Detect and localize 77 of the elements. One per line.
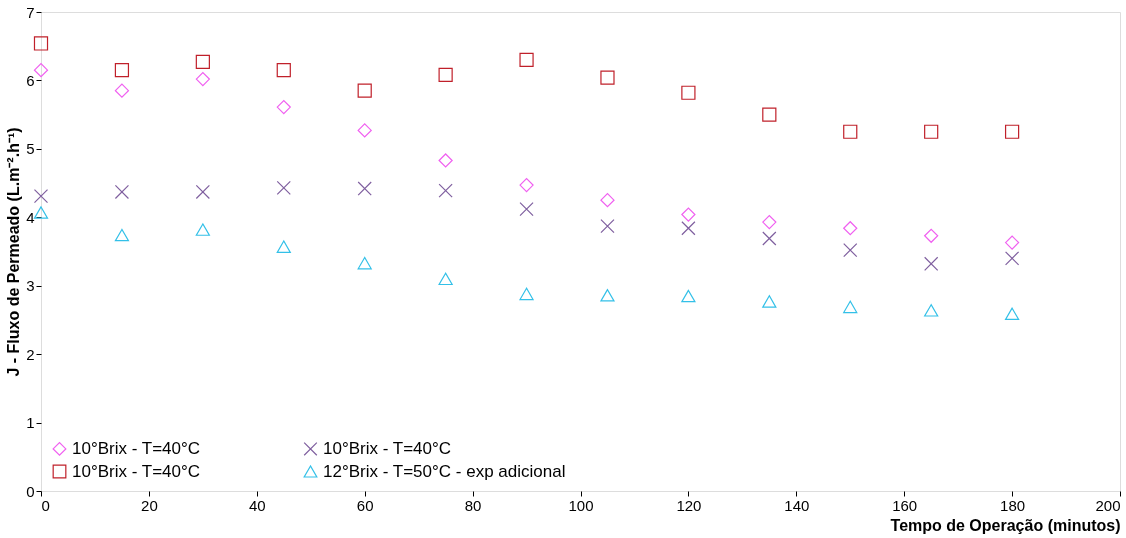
point (195, 71, 210, 87)
x-tick-label: 0 (41, 496, 50, 514)
point (114, 63, 130, 78)
point (114, 184, 130, 200)
point (519, 287, 534, 301)
point (762, 214, 777, 230)
y-tick-label: 1 (26, 414, 35, 432)
x-axis-title: Tempo de Operação (minutos) (890, 516, 1121, 534)
y-tick-label: 5 (26, 140, 35, 158)
point (1004, 251, 1020, 266)
point (1004, 124, 1020, 139)
point (681, 289, 696, 303)
point (762, 295, 777, 308)
x-tick-label: 200 (1095, 496, 1121, 514)
y-tick-label: 7 (26, 3, 35, 21)
point (438, 153, 453, 168)
point (114, 228, 130, 242)
point (276, 240, 291, 253)
point (843, 221, 858, 236)
point (195, 184, 210, 200)
point (519, 52, 534, 68)
legend-label: 10°Brix - T=40°C (72, 461, 201, 481)
point (762, 231, 777, 246)
point (357, 83, 372, 98)
point (924, 124, 939, 139)
point (195, 223, 210, 236)
x-tick-label: 120 (676, 496, 702, 514)
point (33, 188, 49, 204)
point (357, 256, 372, 270)
x-tick-label: 160 (892, 496, 918, 514)
y-tick-label: 4 (26, 208, 35, 226)
point (519, 178, 534, 193)
x-tick-label: 20 (141, 496, 158, 514)
point (681, 221, 696, 236)
point (924, 304, 939, 317)
point (276, 63, 291, 78)
x-tick-label: 80 (464, 496, 482, 514)
y-axis-title: J - Fluxo de Permeado (L.m⁻².h⁻¹) (5, 127, 23, 377)
x-tick-label: 100 (568, 496, 594, 514)
point (924, 256, 939, 271)
point (924, 228, 939, 243)
point (438, 67, 453, 83)
y-tick-label: 3 (26, 277, 35, 295)
point (33, 36, 49, 51)
y-tick-label: 2 (26, 345, 35, 363)
x-tick-label: 180 (1000, 496, 1026, 514)
point (438, 183, 453, 198)
legend-label: 10°Brix - T=40°C (323, 438, 452, 458)
legend-label: 12°Brix - T=50°C - exp adicional (323, 461, 566, 481)
point (519, 201, 534, 217)
x-tick-label: 60 (356, 496, 374, 514)
point (195, 54, 210, 70)
point (438, 272, 453, 286)
point (276, 100, 291, 115)
point (600, 219, 615, 234)
point (681, 85, 696, 100)
point (762, 107, 777, 122)
x-tick-label: 40 (248, 496, 266, 514)
x-tick-label: 140 (784, 496, 810, 514)
legend-label: 10°Brix - T=40°C (72, 438, 201, 458)
point (1004, 235, 1020, 250)
point (1004, 307, 1020, 321)
point (843, 124, 858, 139)
point (276, 180, 291, 195)
point (357, 181, 372, 196)
point (600, 289, 615, 302)
point (357, 123, 372, 138)
point (600, 193, 615, 208)
point (33, 63, 49, 78)
point (843, 300, 858, 314)
point (681, 207, 696, 222)
point (33, 206, 49, 219)
y-tick-label: 6 (26, 71, 35, 89)
point (114, 83, 130, 98)
y-tick-label: 0 (26, 482, 35, 500)
point (843, 243, 858, 258)
point (600, 70, 615, 85)
